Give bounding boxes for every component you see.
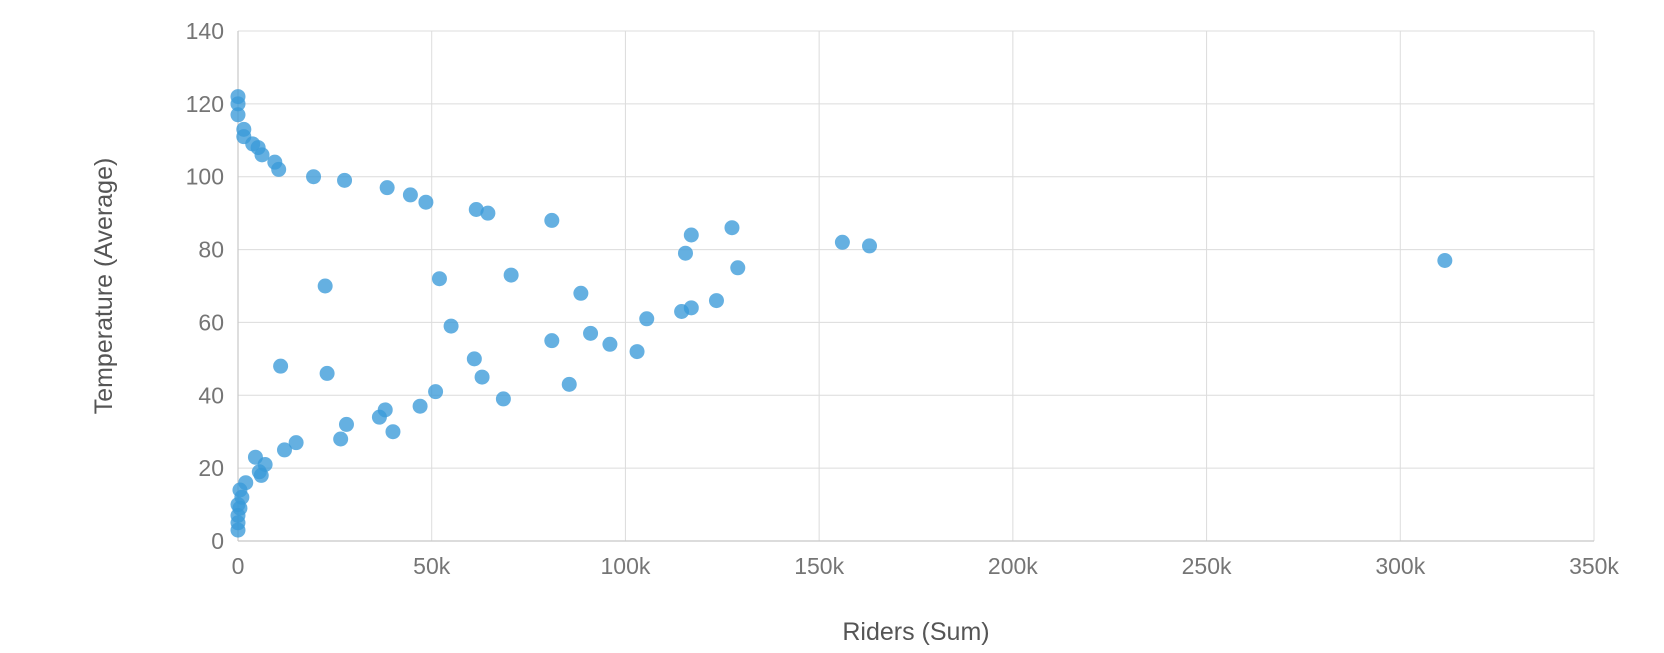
y-tick-label: 60 xyxy=(198,309,224,335)
data-point xyxy=(288,435,304,451)
data-point xyxy=(466,351,482,367)
data-point xyxy=(412,398,428,414)
x-tick-label: 150k xyxy=(794,553,844,579)
y-tick-label: 40 xyxy=(198,382,224,408)
data-point xyxy=(503,267,519,283)
data-point xyxy=(468,202,484,217)
data-point xyxy=(730,260,746,276)
data-point xyxy=(495,391,511,407)
data-point xyxy=(338,416,354,432)
data-point xyxy=(474,369,490,385)
data-point xyxy=(677,245,693,261)
x-tick-label: 200k xyxy=(988,553,1038,579)
data-point xyxy=(683,227,699,243)
data-point xyxy=(561,376,577,392)
data-point xyxy=(724,220,740,236)
data-point xyxy=(674,304,690,319)
data-point xyxy=(230,96,246,112)
y-tick-label: 100 xyxy=(186,164,224,190)
data-point xyxy=(254,147,270,163)
data-point xyxy=(402,187,418,203)
x-axis-title: Riders (Sum) xyxy=(842,618,989,646)
data-point xyxy=(480,205,496,221)
axes xyxy=(237,31,1594,542)
data-point xyxy=(602,336,618,352)
data-point xyxy=(583,325,599,341)
data-point xyxy=(1437,253,1453,268)
x-tick-label: 300k xyxy=(1375,553,1425,579)
x-tick-label: 250k xyxy=(1182,553,1232,579)
data-point xyxy=(639,311,655,327)
tick-labels: 0 20 40 60 80 100 120 140 0 50k 100k 150k 200k 250k 30… xyxy=(186,18,1620,579)
data-point xyxy=(319,365,335,381)
grid xyxy=(238,30,1595,541)
y-tick-label: 80 xyxy=(198,237,224,263)
data-point xyxy=(379,180,395,196)
data-point xyxy=(276,442,292,458)
data-point xyxy=(317,278,333,294)
data-point xyxy=(443,318,459,334)
data-point xyxy=(544,333,560,349)
x-tick-label: 0 xyxy=(232,553,245,579)
data-point xyxy=(573,285,589,301)
data-point xyxy=(428,384,444,400)
data-points xyxy=(230,89,1453,538)
data-point xyxy=(629,344,645,360)
data-point xyxy=(273,358,289,374)
x-tick-label: 100k xyxy=(600,553,650,579)
data-point xyxy=(834,234,850,250)
data-point xyxy=(385,424,401,440)
data-point xyxy=(337,172,353,188)
data-point xyxy=(333,431,349,447)
data-point xyxy=(544,212,560,228)
data-point xyxy=(306,169,322,185)
data-point xyxy=(862,238,878,254)
data-point xyxy=(418,194,434,210)
data-point xyxy=(230,107,246,123)
data-point xyxy=(253,467,269,483)
y-tick-label: 120 xyxy=(186,91,224,117)
data-point xyxy=(708,293,724,309)
x-tick-label: 350k xyxy=(1569,553,1619,579)
y-tick-label: 140 xyxy=(186,18,224,44)
data-point xyxy=(271,161,287,177)
y-tick-label: 0 xyxy=(211,528,224,554)
data-point xyxy=(431,271,447,287)
y-tick-label: 20 xyxy=(198,455,224,481)
x-tick-label: 50k xyxy=(413,553,451,579)
y-axis-title: Temperature (Average) xyxy=(90,158,118,415)
data-point xyxy=(371,409,387,425)
data-point xyxy=(230,522,246,538)
